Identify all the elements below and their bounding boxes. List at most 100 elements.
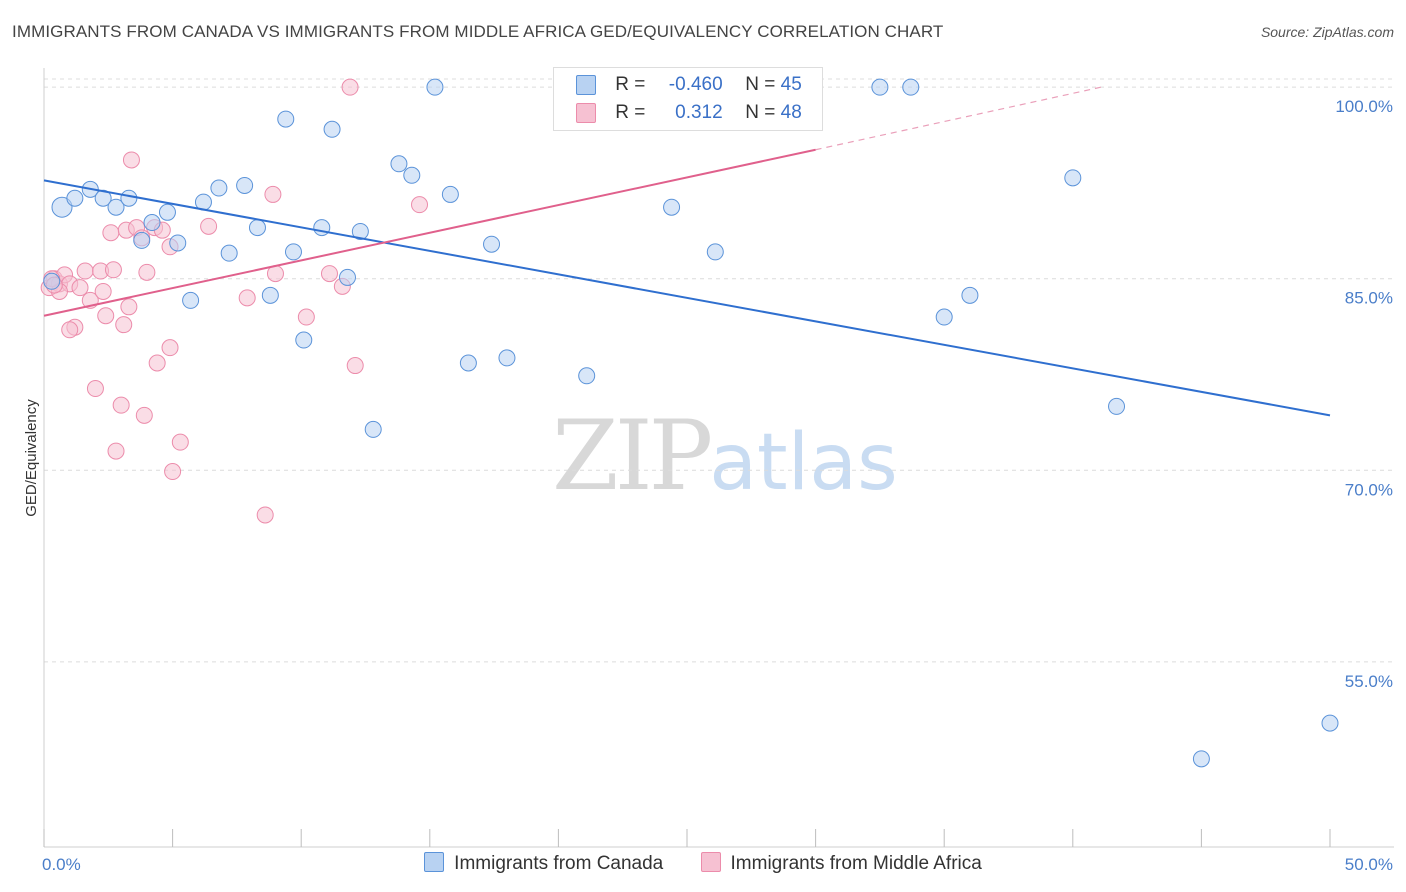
canada-point [338,268,356,286]
middle-africa-point [238,289,256,307]
legend-label-middle-africa: Immigrants from Middle Africa [730,853,982,874]
canada-point [143,214,161,232]
canada-point [403,166,421,184]
legend-r-label: R = [615,74,646,95]
canada-point [441,185,459,203]
legend-r-value: 0.312 [675,102,723,123]
canada-point [236,176,254,194]
legend-r-value: -0.460 [668,74,723,95]
middle-africa-point [171,433,189,451]
y-axis-label: GED/Equivalency [23,399,40,517]
middle-africa-trend-line [43,148,816,317]
canada-point [902,78,920,96]
canada-point [158,203,176,221]
axes [43,68,1394,848]
legend-item-canada[interactable]: Immigrants from Canada [424,852,663,875]
middle-africa-point [341,78,359,96]
canada-point [1321,714,1339,732]
source-label: Source: ZipAtlas.com [1260,24,1394,40]
canada-point [1192,750,1210,768]
canada-swatch [576,74,596,95]
canada-point [313,219,331,237]
legend-n-value: 48 [780,102,802,123]
middle-africa-point [104,261,122,279]
y-tick-label: 100.0% [1335,97,1393,116]
middle-africa-point [71,279,89,297]
canada-point [390,155,408,173]
middle-africa-point [297,308,315,326]
canada-point [578,367,596,385]
y-tick-label: 85.0% [1345,289,1393,308]
x-tick-label: 50.0% [1345,855,1393,874]
canada-point [364,420,382,438]
canada-point [935,308,953,326]
canada-point [261,286,279,304]
canada-point [66,189,84,207]
middle-africa-point [264,185,282,203]
middle-africa-point [76,262,94,280]
canada-point [459,354,477,372]
middle-africa-point [107,442,125,460]
canada-point [284,243,302,261]
middle-africa-point [61,321,79,339]
tick-labels: 55.0% 70.0% 85.0% 100.0% 0.0% 50.0% GED/Equiva… [23,97,1393,874]
middle-africa-points [40,78,722,524]
legend-label-canada: Immigrants from Canada [454,853,664,874]
middle-africa-point [122,151,140,169]
middle-africa-point [97,307,115,325]
middle-africa-swatch [576,102,596,123]
middle-africa-point [115,316,133,334]
gridlines [44,78,1394,663]
middle-africa-point [86,380,104,398]
canada-point [1064,169,1082,187]
canada-point [210,179,228,197]
canada-point [277,110,295,128]
legend-n-label: N = [745,102,776,123]
middle-africa-point [200,217,218,235]
canada-point [351,222,369,240]
middle-africa-point [138,263,156,281]
canada-points [43,78,1339,768]
canada-point [426,78,444,96]
canada-point [220,244,238,262]
watermark-zip: ZIP [552,400,713,512]
middle-africa-point [164,463,182,481]
canada-point [706,243,724,261]
legend-r-label: R = [615,102,646,123]
canada-point [182,291,200,309]
canada-point [133,231,151,249]
middle-africa-point [120,298,138,316]
x-tick-label: 0.0% [42,855,81,874]
legend-n-label: N = [745,74,776,95]
legend-row-middle-africa: R = 0.312 N = 48 [576,102,802,128]
middle-africa-point [94,282,112,300]
canada-point [169,234,187,252]
series-legend: Immigrants from Canada Immigrants from M… [0,852,1406,875]
chart-title: IMMIGRANTS FROM CANADA VS IMMIGRANTS FRO… [12,22,944,41]
canada-swatch [424,852,445,872]
middle-africa-point [411,196,429,214]
middle-africa-point [102,224,120,242]
canada-point [43,272,61,290]
canada-point [871,78,889,96]
canada-trend-line [43,179,1331,417]
trend-lines [43,86,1331,417]
middle-africa-point [320,265,338,283]
legend-item-middle-africa[interactable]: Immigrants from Middle Africa [700,852,982,875]
canada-point [107,198,125,216]
middle-africa-point [112,396,130,414]
canada-point [51,196,73,218]
canada-point [295,331,313,349]
legend-n-value: 45 [780,74,802,95]
legend-row-canada: R = -0.460 N = 45 [576,74,802,100]
watermark-atlas: atlas [709,418,898,508]
y-tick-label: 70.0% [1345,480,1393,499]
stats-legend: R = -0.460 N = 45 R = 0.312 N = 48 [553,67,823,131]
canada-point [498,349,516,367]
middle-africa-point [161,339,179,357]
canada-point [323,120,341,138]
canada-point [663,198,681,216]
middle-africa-point [346,357,364,375]
canada-point [1108,397,1126,415]
